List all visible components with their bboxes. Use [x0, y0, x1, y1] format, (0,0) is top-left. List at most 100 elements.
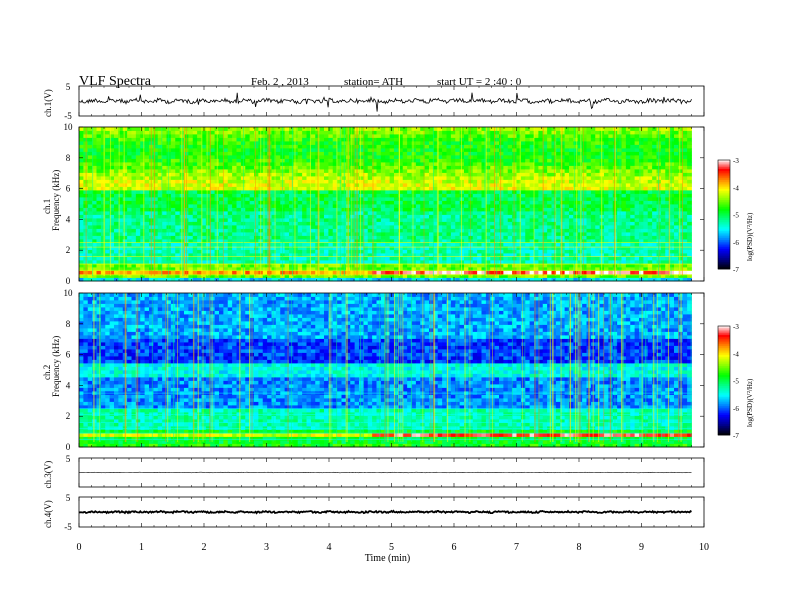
spec-cell [551, 204, 557, 208]
spec-cell [459, 169, 465, 173]
spec-cell [87, 197, 93, 201]
spec-cell [332, 225, 338, 229]
spec-cell [293, 256, 299, 261]
spec-cell [210, 141, 216, 145]
spec-cell [92, 148, 97, 152]
spec-cell [310, 158, 316, 163]
spec-cell [424, 141, 430, 145]
spec-cell [472, 165, 478, 170]
spec-cell [109, 158, 115, 163]
spec-cell [100, 151, 106, 156]
spec-cell [437, 127, 443, 131]
spec-cell [293, 239, 299, 243]
spec-cell [547, 155, 552, 159]
spec-cell [236, 155, 242, 159]
spec-cell [389, 144, 395, 149]
spec-cell [162, 176, 167, 180]
spec-cell [372, 127, 377, 131]
spec-cell [380, 214, 386, 219]
spec-cell [450, 277, 456, 282]
spec-cell [472, 221, 478, 226]
spec-cell [450, 179, 456, 184]
spec-cell [332, 176, 338, 180]
spec-cell [210, 232, 216, 236]
spec-cell [140, 158, 146, 163]
spec-cell [363, 134, 369, 138]
spec-cell [433, 204, 439, 208]
spec-cell [122, 221, 128, 226]
spec-cell [455, 127, 461, 131]
spec-cell [245, 193, 251, 198]
spec-cell [455, 197, 461, 201]
spec-cell [477, 137, 482, 142]
spec-cell [324, 249, 329, 254]
spec-cell [512, 172, 517, 177]
spec-cell [131, 225, 137, 229]
spec-cell [525, 155, 531, 159]
spec-cell [446, 176, 452, 180]
spec-cell [219, 253, 224, 257]
spec-cell [459, 200, 465, 205]
spec-cell [529, 221, 535, 226]
spec-cell [219, 190, 224, 194]
spec-cell [477, 193, 482, 198]
spec-cell [232, 183, 237, 187]
spec-cell [127, 165, 132, 170]
spec-cell [376, 197, 382, 201]
spec-cell [157, 134, 163, 138]
spec-cell [389, 253, 395, 257]
spec-cell [376, 158, 382, 163]
spec-cell [372, 197, 377, 201]
spec-cell [464, 134, 469, 138]
spec-cell [306, 277, 312, 282]
spec-cell [254, 179, 259, 184]
spec-cell [92, 127, 97, 131]
spec-cell [297, 225, 303, 229]
spec-cell [249, 274, 255, 278]
spec-cell [122, 249, 128, 254]
spec-cell [389, 197, 395, 201]
spec-cell [122, 158, 128, 163]
spec-cell [157, 155, 163, 159]
spec-cell [455, 144, 461, 149]
spec-cell [345, 277, 351, 282]
spec-cell [170, 221, 176, 226]
spec-cell [92, 134, 97, 138]
spec-cell [551, 172, 557, 177]
spec-cell [394, 169, 399, 173]
spec-cell [140, 127, 146, 131]
spec-cell [437, 148, 443, 152]
spec-cell [79, 193, 84, 198]
spec-cell [398, 256, 404, 261]
spec-cell [490, 242, 496, 247]
spec-cell [337, 253, 342, 257]
spec-cell [219, 162, 224, 166]
spec-cell [547, 162, 552, 166]
spec-cell [415, 239, 421, 243]
spec-cell [302, 176, 307, 180]
spec-cell [512, 148, 517, 152]
spec-cell [122, 200, 128, 205]
spec-cell [446, 239, 452, 243]
spec-cell [350, 165, 356, 170]
spec-cell [477, 141, 482, 145]
spec-cell [245, 249, 251, 254]
spec-cell [219, 235, 224, 240]
spec-cell [437, 260, 443, 264]
spec-cell [157, 260, 163, 264]
spec-cell [328, 137, 334, 142]
spec-cell [503, 197, 509, 201]
spec-cell [411, 148, 417, 152]
spec-cell [499, 270, 504, 275]
spec-cell [367, 162, 373, 166]
spec-cell [100, 267, 106, 271]
spec-cell [249, 260, 255, 264]
spec-cell [293, 235, 299, 240]
spec-cell [415, 148, 421, 152]
spec-cell [450, 207, 456, 212]
spec-cell [380, 246, 386, 250]
spec-cell [105, 211, 111, 215]
spec-cell [289, 172, 294, 177]
spec-cell [534, 151, 539, 156]
spec-cell [402, 214, 408, 219]
